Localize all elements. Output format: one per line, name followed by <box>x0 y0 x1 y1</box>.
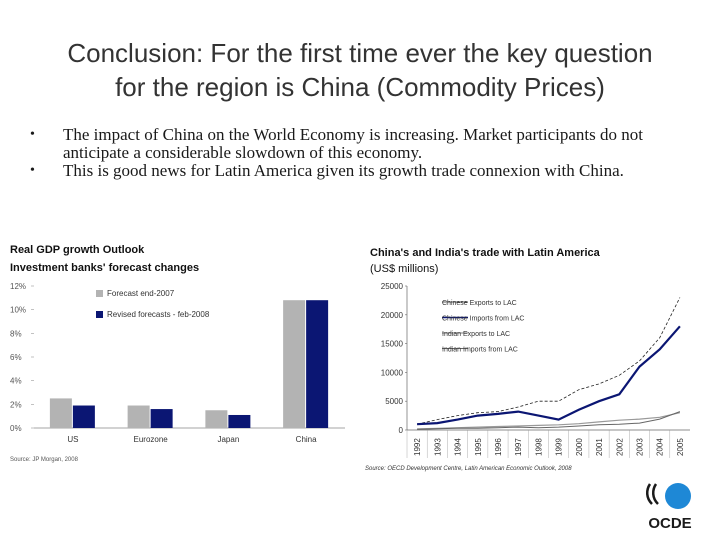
title-line-2: for the region is China (Commodity Price… <box>115 72 605 102</box>
logo-text: OCDE <box>648 515 691 532</box>
line-legend-label: Chinese Exports to LAC <box>442 300 517 307</box>
line-x-tick-label: 2003 <box>635 438 644 456</box>
line-y-tick-label: 15000 <box>381 340 404 349</box>
line-y-tick-label: 25000 <box>381 282 404 291</box>
bar-legend-swatch <box>96 290 103 297</box>
bar <box>228 414 251 428</box>
series-line <box>417 412 681 430</box>
line-y-tick-label: 5000 <box>385 397 403 406</box>
bar-chart-title: Real GDP growth Outlook <box>10 244 145 256</box>
logo-mark-icon <box>646 483 691 509</box>
line-y-tick-label: 10000 <box>381 368 404 377</box>
line-x-tick-label: 1993 <box>433 438 442 456</box>
bar-legend-label: Forecast end-2007 <box>107 289 175 298</box>
line-x-tick-label: 2002 <box>615 438 624 456</box>
bar <box>306 300 329 428</box>
bar <box>72 405 95 428</box>
bar <box>49 398 72 428</box>
line-x-tick-label: 2005 <box>676 438 685 456</box>
bar-y-tick-label: 2% <box>10 400 22 409</box>
gdp-outlook-chart: Real GDP growth Outlook Investment banks… <box>10 244 345 463</box>
bar-chart-subtitle: Investment banks' forecast changes <box>10 262 199 274</box>
line-x-tick-label: 2000 <box>575 438 584 456</box>
line-x-tick-label: 1999 <box>555 438 564 456</box>
line-x-tick-label: 1992 <box>413 438 422 456</box>
bar-y-tick-label: 8% <box>10 329 22 338</box>
line-chart-plot: 0 5000 10000 15000 20000 25000 1992 1993 1994 199… <box>381 282 690 458</box>
bar <box>205 410 228 428</box>
line-x-tick-label: 2001 <box>595 438 604 456</box>
series-line <box>417 411 681 430</box>
bullet-text: The impact of China on the World Economy… <box>63 125 643 162</box>
bar-category-label: US <box>67 435 78 444</box>
line-chart-source: Source: OECD Development Centre, Latin A… <box>365 466 572 472</box>
bar-chart-source: Source: JP Morgan, 2008 <box>10 457 79 463</box>
bar-category-label: Japan <box>217 435 239 444</box>
bullet-list: • The impact of China on the World Econo… <box>24 126 674 180</box>
bar-legend-swatch <box>96 311 103 318</box>
series-line <box>417 297 681 425</box>
bar <box>150 409 173 428</box>
series-line <box>417 325 681 426</box>
bar-legend-label: Revised forecasts - feb-2008 <box>107 310 210 319</box>
line-x-tick-label: 1995 <box>474 438 483 456</box>
bullet-item: • This is good news for Latin America gi… <box>24 162 674 180</box>
line-y-tick-label: 20000 <box>381 311 404 320</box>
bullet-dot-icon: • <box>30 127 35 142</box>
bar <box>127 405 150 428</box>
line-legend-label: Indian Exports to LAC <box>442 331 510 338</box>
bar-y-tick-label: 0% <box>10 424 22 433</box>
line-x-tick-label: 1998 <box>534 438 543 456</box>
bar-category-label: Eurozone <box>134 435 169 444</box>
bullet-text: This is good news for Latin America give… <box>63 161 624 180</box>
line-x-tick-label: 1996 <box>494 438 503 456</box>
bar-y-tick-label: 10% <box>10 306 26 315</box>
line-legend-label: Chinese Imports from LAC <box>442 316 524 323</box>
bar-y-tick-label: 4% <box>10 377 22 386</box>
bar-y-tick-label: 6% <box>10 353 22 362</box>
ocde-logo: OCDE <box>646 483 692 532</box>
bar <box>283 300 306 428</box>
line-x-tick-label: 2004 <box>656 438 665 456</box>
line-legend-label: Indian Imports from LAC <box>442 347 518 354</box>
bar-y-tick-label: 12% <box>10 282 26 291</box>
bullet-dot-icon: • <box>30 163 35 178</box>
line-chart-subtitle: (US$ millions) <box>370 263 438 275</box>
trade-chart: China's and India's trade with Latin Ame… <box>365 247 690 472</box>
line-x-tick-label: 1997 <box>514 438 523 456</box>
bullet-item: • The impact of China on the World Econo… <box>24 126 674 162</box>
bar-chart-plot: 0% 2% 4% 6% 8% 10% 12% US Eurozone Japan China Fore… <box>10 282 345 444</box>
bar-category-label: China <box>296 435 317 444</box>
line-chart-title: China's and India's trade with Latin Ame… <box>370 247 601 259</box>
slide-title: Conclusion: For the first time ever the … <box>20 36 700 104</box>
line-y-tick-label: 0 <box>399 426 404 435</box>
line-x-tick-label: 1994 <box>454 438 463 456</box>
title-line-1: Conclusion: For the first time ever the … <box>67 38 653 68</box>
